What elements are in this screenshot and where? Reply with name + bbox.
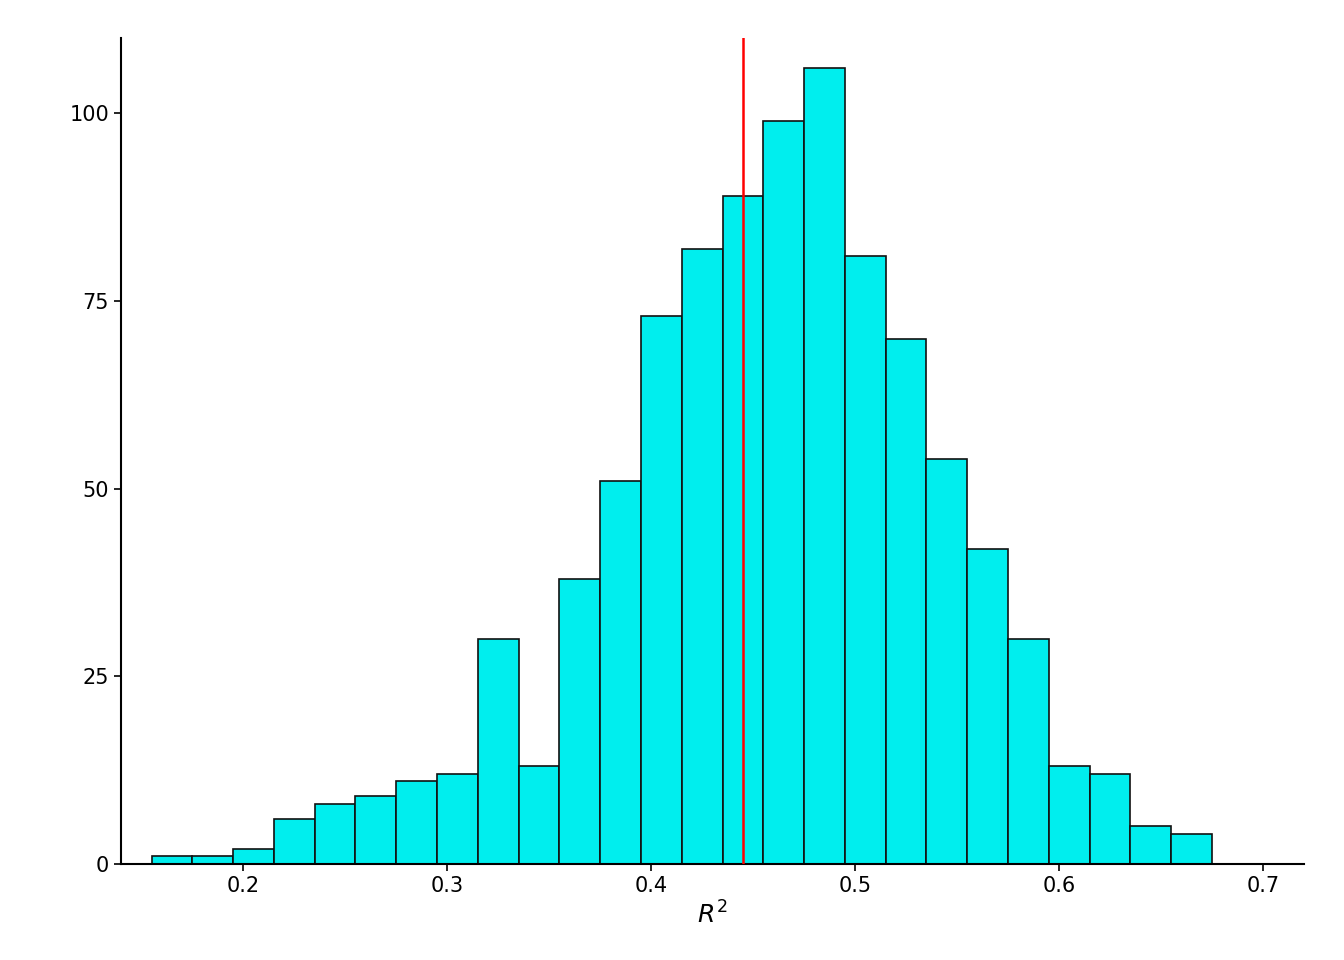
Bar bbox=[152, 856, 192, 864]
Bar bbox=[845, 256, 886, 864]
Bar bbox=[559, 579, 601, 864]
Bar bbox=[314, 804, 355, 864]
Bar bbox=[1090, 774, 1130, 864]
Bar bbox=[192, 856, 233, 864]
Bar bbox=[1048, 766, 1090, 864]
Bar bbox=[763, 121, 804, 864]
Bar bbox=[478, 638, 519, 864]
Bar bbox=[1171, 834, 1212, 864]
Bar bbox=[233, 849, 274, 864]
Bar bbox=[681, 249, 723, 864]
Bar bbox=[926, 459, 968, 864]
Bar bbox=[1130, 827, 1171, 864]
X-axis label: $R^2$: $R^2$ bbox=[698, 901, 727, 928]
Bar bbox=[1008, 638, 1048, 864]
Bar bbox=[723, 196, 763, 864]
Bar bbox=[437, 774, 478, 864]
Bar bbox=[274, 819, 314, 864]
Bar bbox=[396, 781, 437, 864]
Bar bbox=[601, 481, 641, 864]
Bar bbox=[968, 549, 1008, 864]
Bar bbox=[804, 68, 845, 864]
Bar bbox=[519, 766, 559, 864]
Bar bbox=[641, 316, 681, 864]
Bar bbox=[886, 339, 926, 864]
Bar bbox=[355, 797, 396, 864]
